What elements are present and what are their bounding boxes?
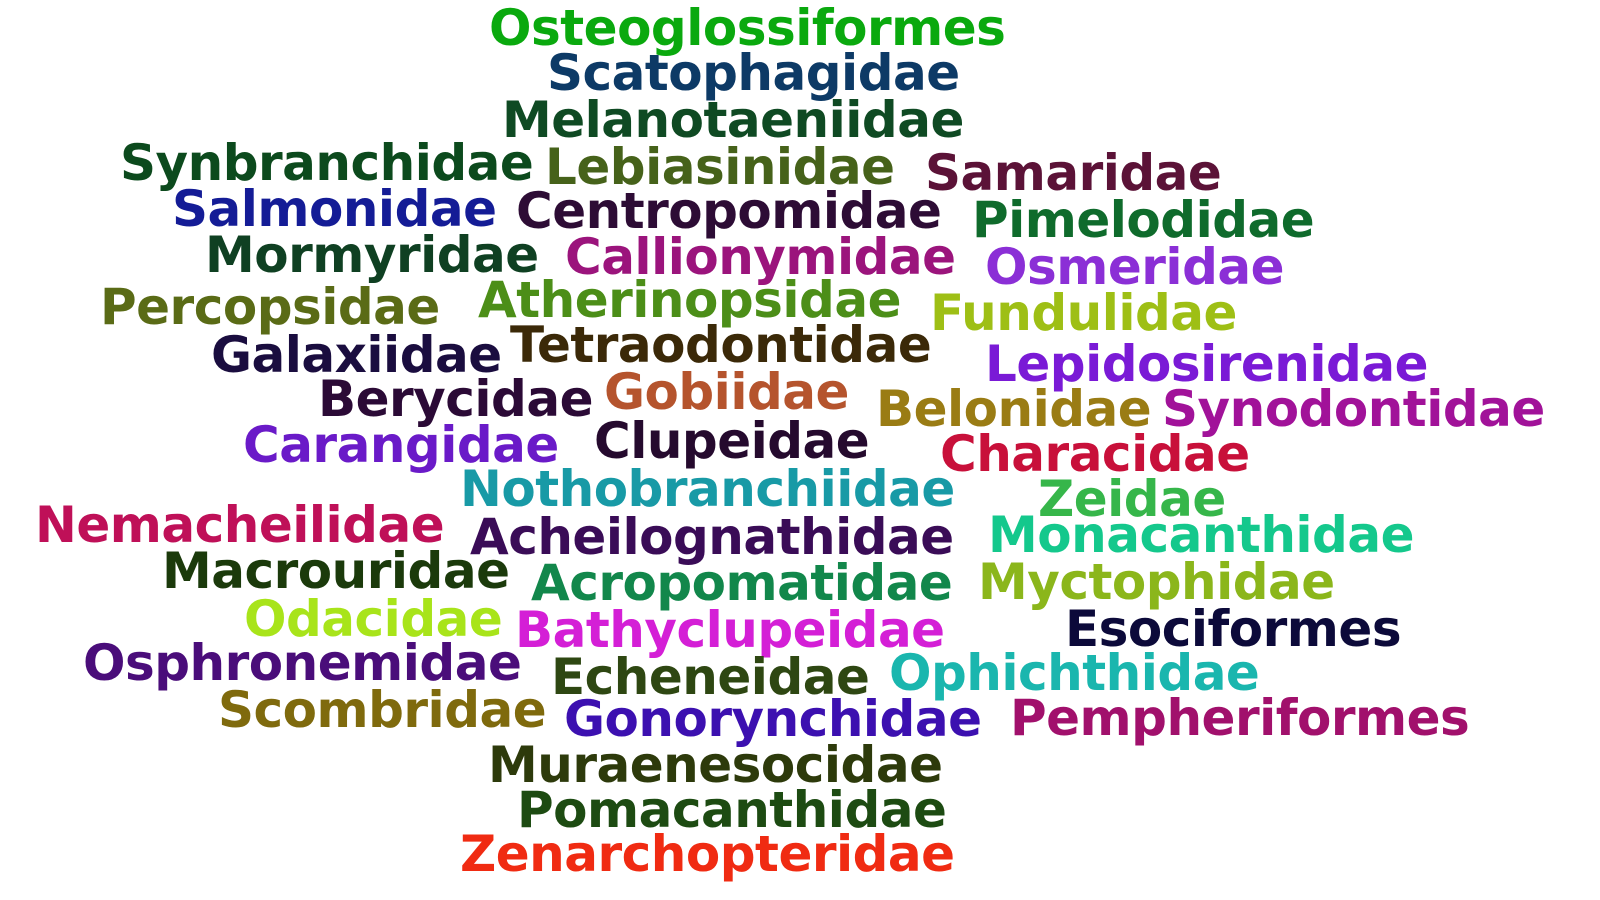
word: Nemacheilidae: [35, 496, 445, 554]
word: Mormyridae: [205, 226, 539, 284]
word: Nothobranchiidae: [460, 460, 955, 518]
word: Galaxiidae: [211, 326, 502, 384]
word: Callionymidae: [565, 228, 956, 286]
word: Atherinopsidae: [478, 271, 901, 329]
word: Esociformes: [1065, 600, 1402, 658]
word: Acheilognathidae: [470, 508, 954, 566]
word: Zeidae: [1038, 470, 1226, 528]
word: Belonidae: [876, 380, 1152, 438]
word: Muraenesocidae: [488, 736, 943, 794]
word: Acropomatidae: [531, 554, 953, 612]
word: Monacanthidae: [988, 506, 1415, 564]
word: Gobiidae: [604, 363, 849, 421]
word: Synbranchidae: [120, 134, 534, 192]
word: Tetraodontidae: [510, 316, 932, 374]
word: Osteoglossiformes: [489, 0, 1006, 57]
word: Fundulidae: [930, 284, 1237, 342]
word: Carangidae: [243, 416, 559, 474]
word: Samaridae: [925, 144, 1222, 202]
word: Gonorynchidae: [564, 690, 982, 748]
word: Bathyclupeidae: [515, 601, 945, 659]
word: Ophichthidae: [889, 644, 1260, 702]
word: Centropomidae: [516, 182, 942, 240]
word: Lebiasinidae: [545, 138, 895, 196]
word: Lepidosirenidae: [985, 335, 1429, 393]
word: Zenarchopteridae: [460, 825, 955, 883]
word: Berycidae: [318, 370, 594, 428]
word: Melanotaeniidae: [502, 91, 964, 149]
word: Osphronemidae: [83, 634, 522, 692]
word: Scombridae: [218, 681, 547, 739]
word: Synodontidae: [1162, 380, 1545, 438]
word: Myctophidae: [978, 553, 1335, 611]
word: Osmeridae: [985, 238, 1285, 296]
word: Odacidae: [244, 590, 503, 648]
word: Clupeidae: [594, 412, 870, 470]
word: Pomacanthidae: [517, 781, 947, 839]
word: Percopsidae: [100, 278, 440, 336]
word: Characidae: [940, 425, 1250, 483]
word: Scatophagidae: [547, 44, 960, 102]
word: Pempheriformes: [1010, 689, 1470, 747]
word: Pimelodidae: [972, 191, 1315, 249]
word: Salmonidae: [172, 180, 497, 238]
word: Macrouridae: [162, 542, 510, 600]
word: Echeneidae: [551, 648, 870, 706]
